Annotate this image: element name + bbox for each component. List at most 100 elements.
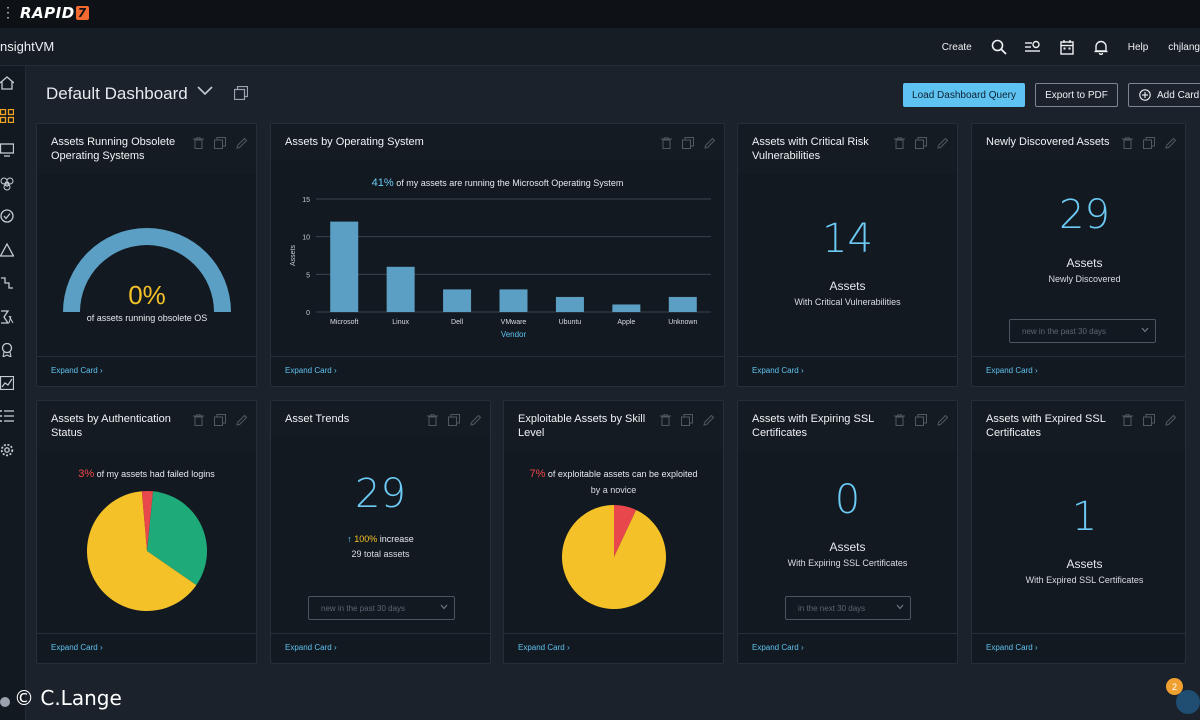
- help-assistant-icon[interactable]: [1176, 690, 1200, 714]
- search-icon[interactable]: [982, 28, 1016, 66]
- edit-pencil-icon[interactable]: [937, 137, 949, 149]
- trash-icon[interactable]: [660, 414, 671, 426]
- assets-monitor-icon[interactable]: [0, 143, 14, 157]
- dashboard-header: Default Dashboard Load Dashboard Query E…: [26, 66, 1200, 122]
- edit-pencil-icon[interactable]: [236, 414, 248, 426]
- expand-card-link[interactable]: Expand Card: [518, 643, 565, 652]
- duplicate-icon[interactable]: [681, 414, 693, 426]
- bar-vmware[interactable]: [499, 289, 528, 312]
- list-icon[interactable]: [0, 409, 14, 423]
- pie-slice-failed-logins[interactable]: [141, 491, 154, 551]
- dashboard-icon[interactable]: [0, 109, 14, 123]
- bell-icon[interactable]: [1084, 28, 1118, 66]
- add-card-button[interactable]: Add Card: [1128, 83, 1200, 107]
- bar-ubuntu[interactable]: [555, 296, 584, 312]
- trash-icon[interactable]: [193, 137, 204, 149]
- chevron-right-icon[interactable]: ›: [334, 366, 337, 375]
- home-icon[interactable]: [0, 76, 14, 90]
- duplicate-icon[interactable]: [1143, 137, 1155, 149]
- expand-card-link[interactable]: Expand Card: [986, 643, 1033, 652]
- create-link[interactable]: Create: [941, 41, 972, 53]
- trash-icon[interactable]: [894, 414, 905, 426]
- duplicate-icon[interactable]: [915, 137, 927, 149]
- chevron-right-icon[interactable]: ›: [1035, 366, 1038, 375]
- chevron-down-icon[interactable]: [197, 86, 213, 96]
- pie-slice-other[interactable]: [562, 505, 666, 609]
- trash-icon[interactable]: [661, 137, 672, 149]
- bar-dell[interactable]: [443, 289, 472, 312]
- card-footer: Expand Card ›: [972, 356, 1185, 386]
- expand-card-link[interactable]: Expand Card: [51, 366, 98, 375]
- dashboard-title[interactable]: Default Dashboard: [46, 84, 188, 103]
- chevron-right-icon[interactable]: ›: [100, 366, 103, 375]
- chevron-right-icon[interactable]: ›: [567, 643, 570, 652]
- expand-card-link[interactable]: Expand Card: [51, 643, 98, 652]
- reports-chart-icon[interactable]: [0, 376, 14, 390]
- edit-pencil-icon[interactable]: [1165, 414, 1177, 426]
- trash-icon[interactable]: [894, 137, 905, 149]
- edit-pencil-icon[interactable]: [1165, 137, 1177, 149]
- card-asset-trends: Asset Trends 29 ↑ 100% increase 29 total…: [270, 400, 491, 664]
- copy-dashboard-icon[interactable]: [234, 86, 248, 100]
- award-icon[interactable]: [0, 343, 14, 357]
- workflow-icon[interactable]: [0, 276, 14, 290]
- y-tick-label: 0: [306, 310, 310, 317]
- trash-icon[interactable]: [193, 414, 204, 426]
- chevron-right-icon[interactable]: ›: [100, 643, 103, 652]
- query-search-icon[interactable]: [1016, 28, 1050, 66]
- trash-icon[interactable]: [1122, 137, 1133, 149]
- os-bar-chart: 0 5 10 15 Assets Microsoft Linux Dell VMware Ubun…: [290, 197, 711, 339]
- duplicate-icon[interactable]: [682, 137, 694, 149]
- chevron-right-icon[interactable]: ›: [334, 643, 337, 652]
- expiring-timeframe-select[interactable]: in the next 30 days: [785, 596, 911, 620]
- user-menu[interactable]: chjlang: [1168, 41, 1200, 53]
- card-obsolete-os: Assets Running Obsolete Operating System…: [36, 123, 257, 387]
- duplicate-icon[interactable]: [1143, 414, 1155, 426]
- warning-icon[interactable]: [0, 243, 14, 257]
- bar-unknown[interactable]: [668, 296, 697, 312]
- edit-pencil-icon[interactable]: [703, 414, 715, 426]
- card-title: Assets Running Obsolete Operating System…: [51, 136, 176, 162]
- scroll-left-icon[interactable]: [0, 697, 10, 707]
- chevron-right-icon[interactable]: ›: [801, 366, 804, 375]
- expired-count: 1: [1071, 494, 1098, 540]
- pie-slice-novice[interactable]: [614, 505, 637, 557]
- edit-pencil-icon[interactable]: [704, 137, 716, 149]
- expand-card-link[interactable]: Expand Card: [752, 643, 799, 652]
- card-footer: Expand Card ›: [37, 633, 256, 663]
- discovered-timeframe-select[interactable]: new in the past 30 days: [1009, 319, 1156, 343]
- edit-pencil-icon[interactable]: [937, 414, 949, 426]
- chevron-right-icon[interactable]: ›: [801, 643, 804, 652]
- settings-gear-icon[interactable]: [0, 443, 14, 457]
- edit-pencil-icon[interactable]: [236, 137, 248, 149]
- trash-icon[interactable]: [1122, 414, 1133, 426]
- pie-slice-success[interactable]: [147, 491, 208, 586]
- load-dashboard-query-button[interactable]: Load Dashboard Query: [903, 83, 1025, 107]
- expand-card-link[interactable]: Expand Card: [285, 643, 332, 652]
- pie-slice-other[interactable]: [87, 491, 197, 611]
- trash-icon[interactable]: [427, 414, 438, 426]
- bar-microsoft[interactable]: [330, 221, 359, 312]
- duplicate-icon[interactable]: [915, 414, 927, 426]
- bar-apple[interactable]: [612, 304, 641, 312]
- menu-dots-icon[interactable]: ⋮: [1, 4, 15, 20]
- bar-linux[interactable]: [386, 266, 415, 312]
- trends-timeframe-select[interactable]: new in the past 30 days: [308, 596, 455, 620]
- select-value: in the next 30 days: [798, 603, 866, 613]
- duplicate-icon[interactable]: [214, 137, 226, 149]
- check-circle-icon[interactable]: [0, 209, 14, 223]
- edit-pencil-icon[interactable]: [470, 414, 482, 426]
- expand-card-link[interactable]: Expand Card: [986, 366, 1033, 375]
- card-tools: [660, 414, 715, 426]
- expired-label: Assets: [1066, 557, 1103, 571]
- biohazard-icon[interactable]: [0, 177, 14, 191]
- export-pdf-button[interactable]: Export to PDF: [1035, 83, 1118, 107]
- duplicate-icon[interactable]: [448, 414, 460, 426]
- help-link[interactable]: Help: [1127, 41, 1149, 53]
- duplicate-icon[interactable]: [214, 414, 226, 426]
- policy-icon[interactable]: [0, 310, 14, 324]
- expand-card-link[interactable]: Expand Card: [285, 366, 332, 375]
- calendar-icon[interactable]: [1050, 28, 1084, 66]
- expand-card-link[interactable]: Expand Card: [752, 366, 799, 375]
- chevron-right-icon[interactable]: ›: [1035, 643, 1038, 652]
